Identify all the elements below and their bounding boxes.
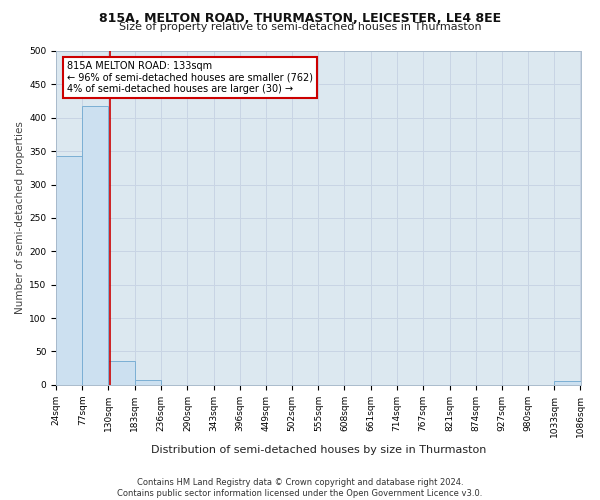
Bar	[554, 381, 581, 385]
Bar	[82, 106, 109, 385]
Bar	[134, 380, 161, 385]
Bar	[109, 362, 134, 385]
Text: Size of property relative to semi-detached houses in Thurmaston: Size of property relative to semi-detach…	[119, 22, 481, 32]
Bar	[56, 156, 82, 385]
Text: 815A, MELTON ROAD, THURMASTON, LEICESTER, LE4 8EE: 815A, MELTON ROAD, THURMASTON, LEICESTER…	[99, 12, 501, 26]
Text: 815A MELTON ROAD: 133sqm
← 96% of semi-detached houses are smaller (762)
4% of s: 815A MELTON ROAD: 133sqm ← 96% of semi-d…	[67, 61, 313, 94]
Text: Contains HM Land Registry data © Crown copyright and database right 2024.
Contai: Contains HM Land Registry data © Crown c…	[118, 478, 482, 498]
X-axis label: Distribution of semi-detached houses by size in Thurmaston: Distribution of semi-detached houses by …	[151, 445, 486, 455]
Y-axis label: Number of semi-detached properties: Number of semi-detached properties	[15, 122, 25, 314]
